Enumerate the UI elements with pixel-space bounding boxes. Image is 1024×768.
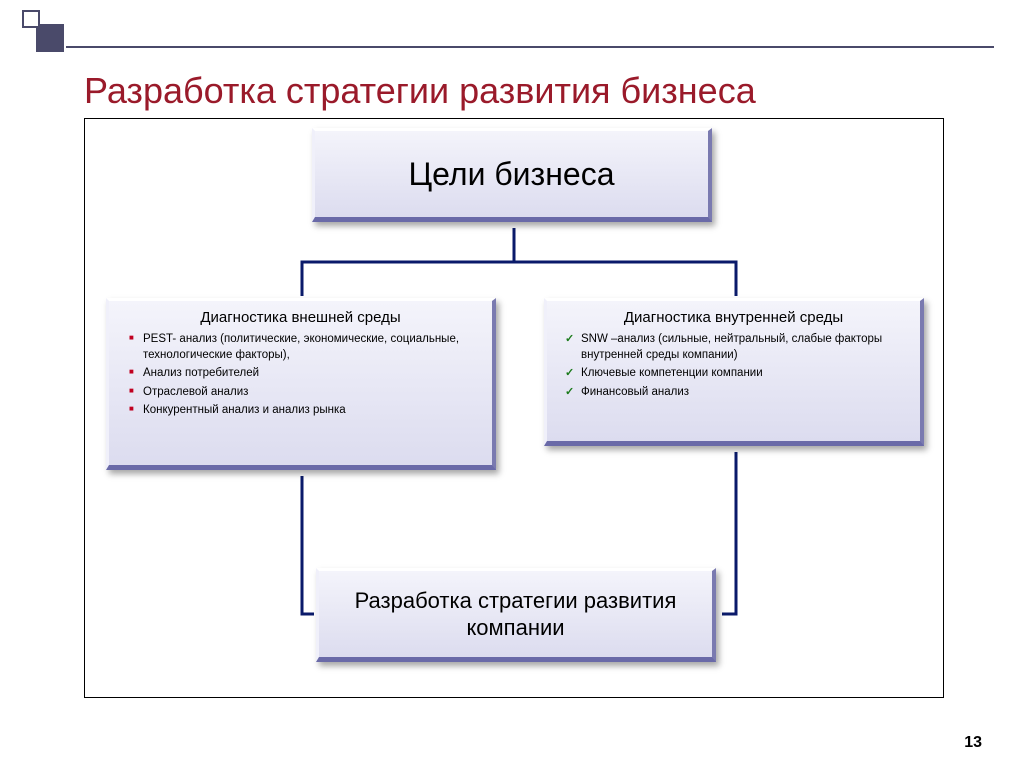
- node-root-label: Цели бизнеса: [409, 156, 615, 193]
- node-result-label: Разработка стратегии развития компании: [319, 587, 712, 642]
- node-internal-env: Диагностика внутренней среды SNW –анализ…: [544, 298, 924, 446]
- top-rule: [66, 46, 994, 48]
- node-external-heading: Диагностика внешней среды: [119, 309, 482, 326]
- node-internal-heading: Диагностика внутренней среды: [557, 309, 910, 326]
- list-item: SNW –анализ (сильные, нейтральный, слабы…: [571, 332, 910, 363]
- list-item: Финансовый анализ: [571, 385, 910, 401]
- list-item: Отраслевой анализ: [133, 385, 482, 401]
- corner-decoration: [22, 10, 58, 52]
- list-item: Ключевые компетенции компании: [571, 366, 910, 382]
- page-number: 13: [964, 734, 982, 752]
- list-item: Анализ потребителей: [133, 366, 482, 382]
- node-internal-list: SNW –анализ (сильные, нейтральный, слабы…: [557, 332, 910, 400]
- node-result: Разработка стратегии развития компании: [316, 568, 716, 662]
- list-item: Конкурентный анализ и анализ рынка: [133, 403, 482, 419]
- node-root: Цели бизнеса: [312, 128, 712, 222]
- list-item: PEST- анализ (политические, экономически…: [133, 332, 482, 363]
- node-external-list: PEST- анализ (политические, экономически…: [119, 332, 482, 419]
- slide-title: Разработка стратегии развития бизнеса: [84, 70, 756, 112]
- node-external-env: Диагностика внешней среды PEST- анализ (…: [106, 298, 496, 470]
